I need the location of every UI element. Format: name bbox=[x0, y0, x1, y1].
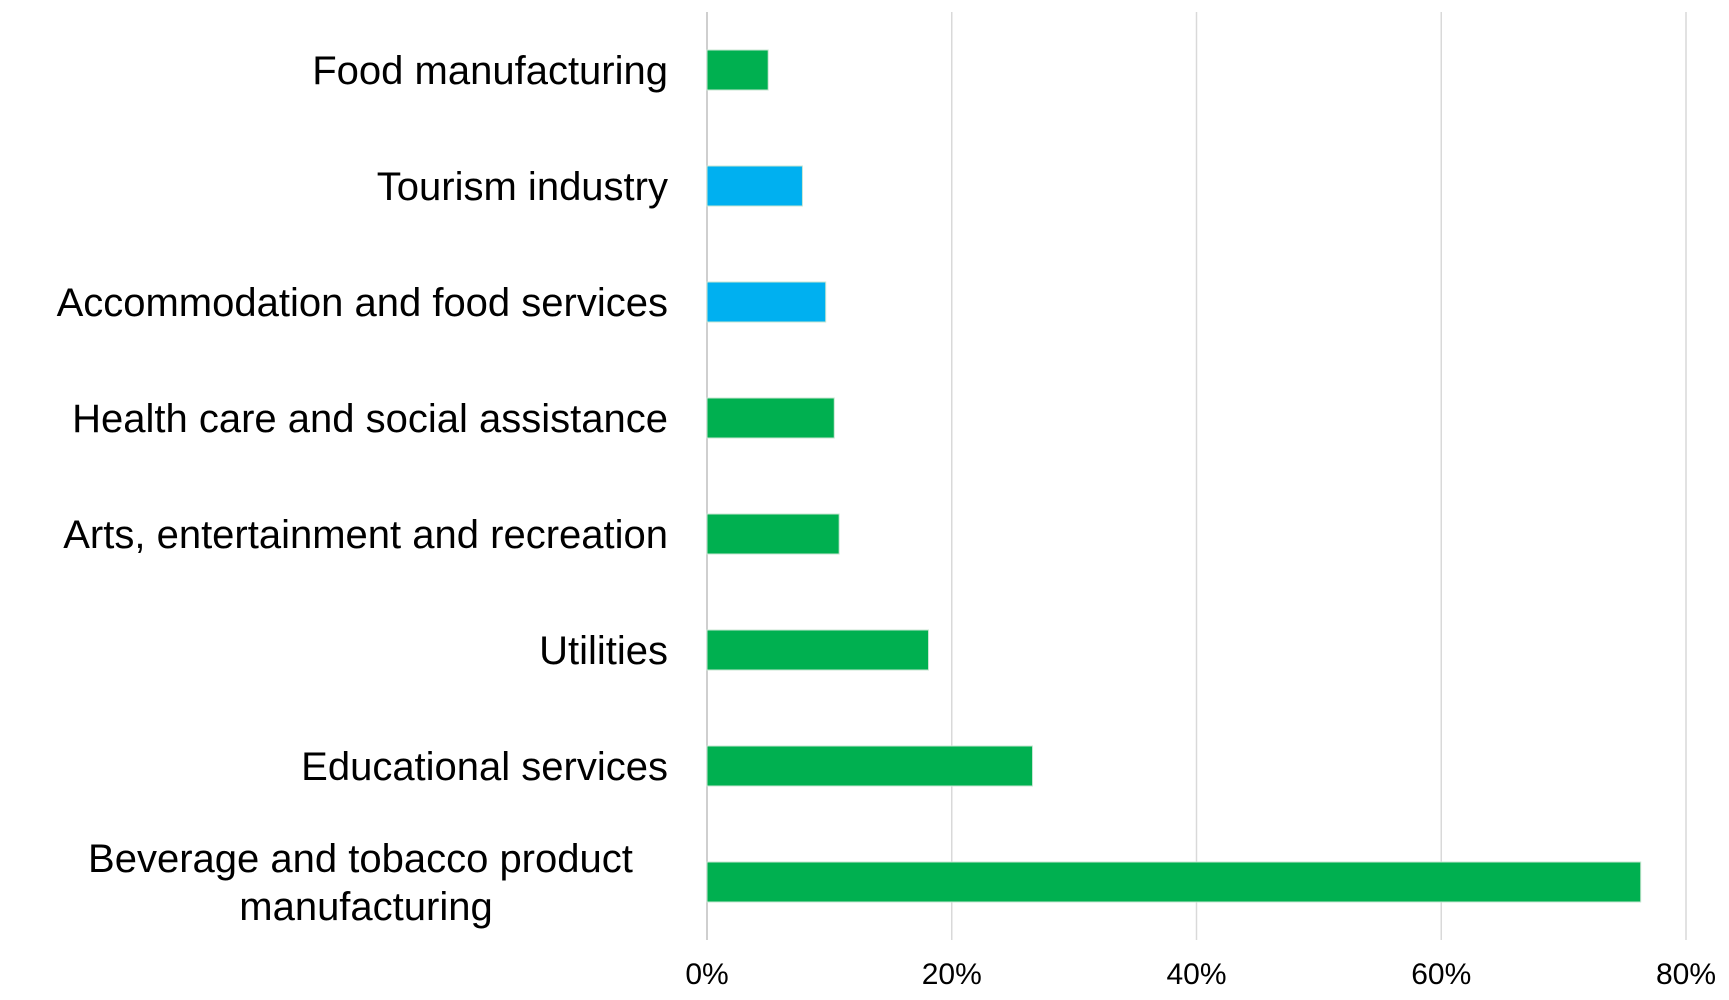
gridlines bbox=[706, 12, 1687, 940]
bars bbox=[706, 49, 1642, 903]
category-label: Beverage and tobacco product manufacturi… bbox=[88, 837, 644, 929]
category-label-line: Educational services bbox=[301, 745, 668, 789]
bar bbox=[706, 629, 929, 671]
category-label: Educational services bbox=[301, 745, 668, 789]
category-label-line: Tourism industry bbox=[377, 165, 668, 209]
category-label: Utilities bbox=[539, 629, 668, 673]
bar bbox=[706, 397, 835, 439]
x-tick-label: 0% bbox=[685, 958, 728, 991]
category-label-line: Food manufacturing bbox=[312, 49, 668, 93]
category-label: Accommodation and food services bbox=[57, 281, 668, 325]
bar bbox=[706, 861, 1642, 903]
category-label-line: Arts, entertainment and recreation bbox=[63, 513, 668, 557]
category-labels: Food manufacturing Tourism industry Accomm… bbox=[57, 49, 668, 929]
category-label-line: Health care and social assistance bbox=[72, 397, 668, 441]
category-label: Arts, entertainment and recreation bbox=[63, 513, 668, 557]
bar bbox=[706, 165, 803, 207]
bar bbox=[706, 49, 769, 91]
bar bbox=[706, 281, 827, 323]
category-label-line: Beverage and tobacco product bbox=[88, 837, 644, 881]
x-tick-label: 20% bbox=[922, 958, 982, 991]
bar bbox=[706, 745, 1034, 787]
category-label: Food manufacturing bbox=[312, 49, 668, 93]
category-label-line: Accommodation and food services bbox=[57, 281, 668, 325]
bar bbox=[706, 513, 840, 555]
category-label: Tourism industry bbox=[377, 165, 668, 209]
x-tick-label: 40% bbox=[1166, 958, 1226, 991]
x-tick-label: 80% bbox=[1656, 958, 1716, 991]
x-axis-tick-labels: 0% 20% 40% 60% 80% bbox=[685, 958, 1716, 991]
x-tick-label: 60% bbox=[1411, 958, 1471, 991]
category-label: Health care and social assistance bbox=[72, 397, 668, 441]
category-label-line: Utilities bbox=[539, 629, 668, 673]
category-label-line: manufacturing bbox=[239, 885, 492, 929]
